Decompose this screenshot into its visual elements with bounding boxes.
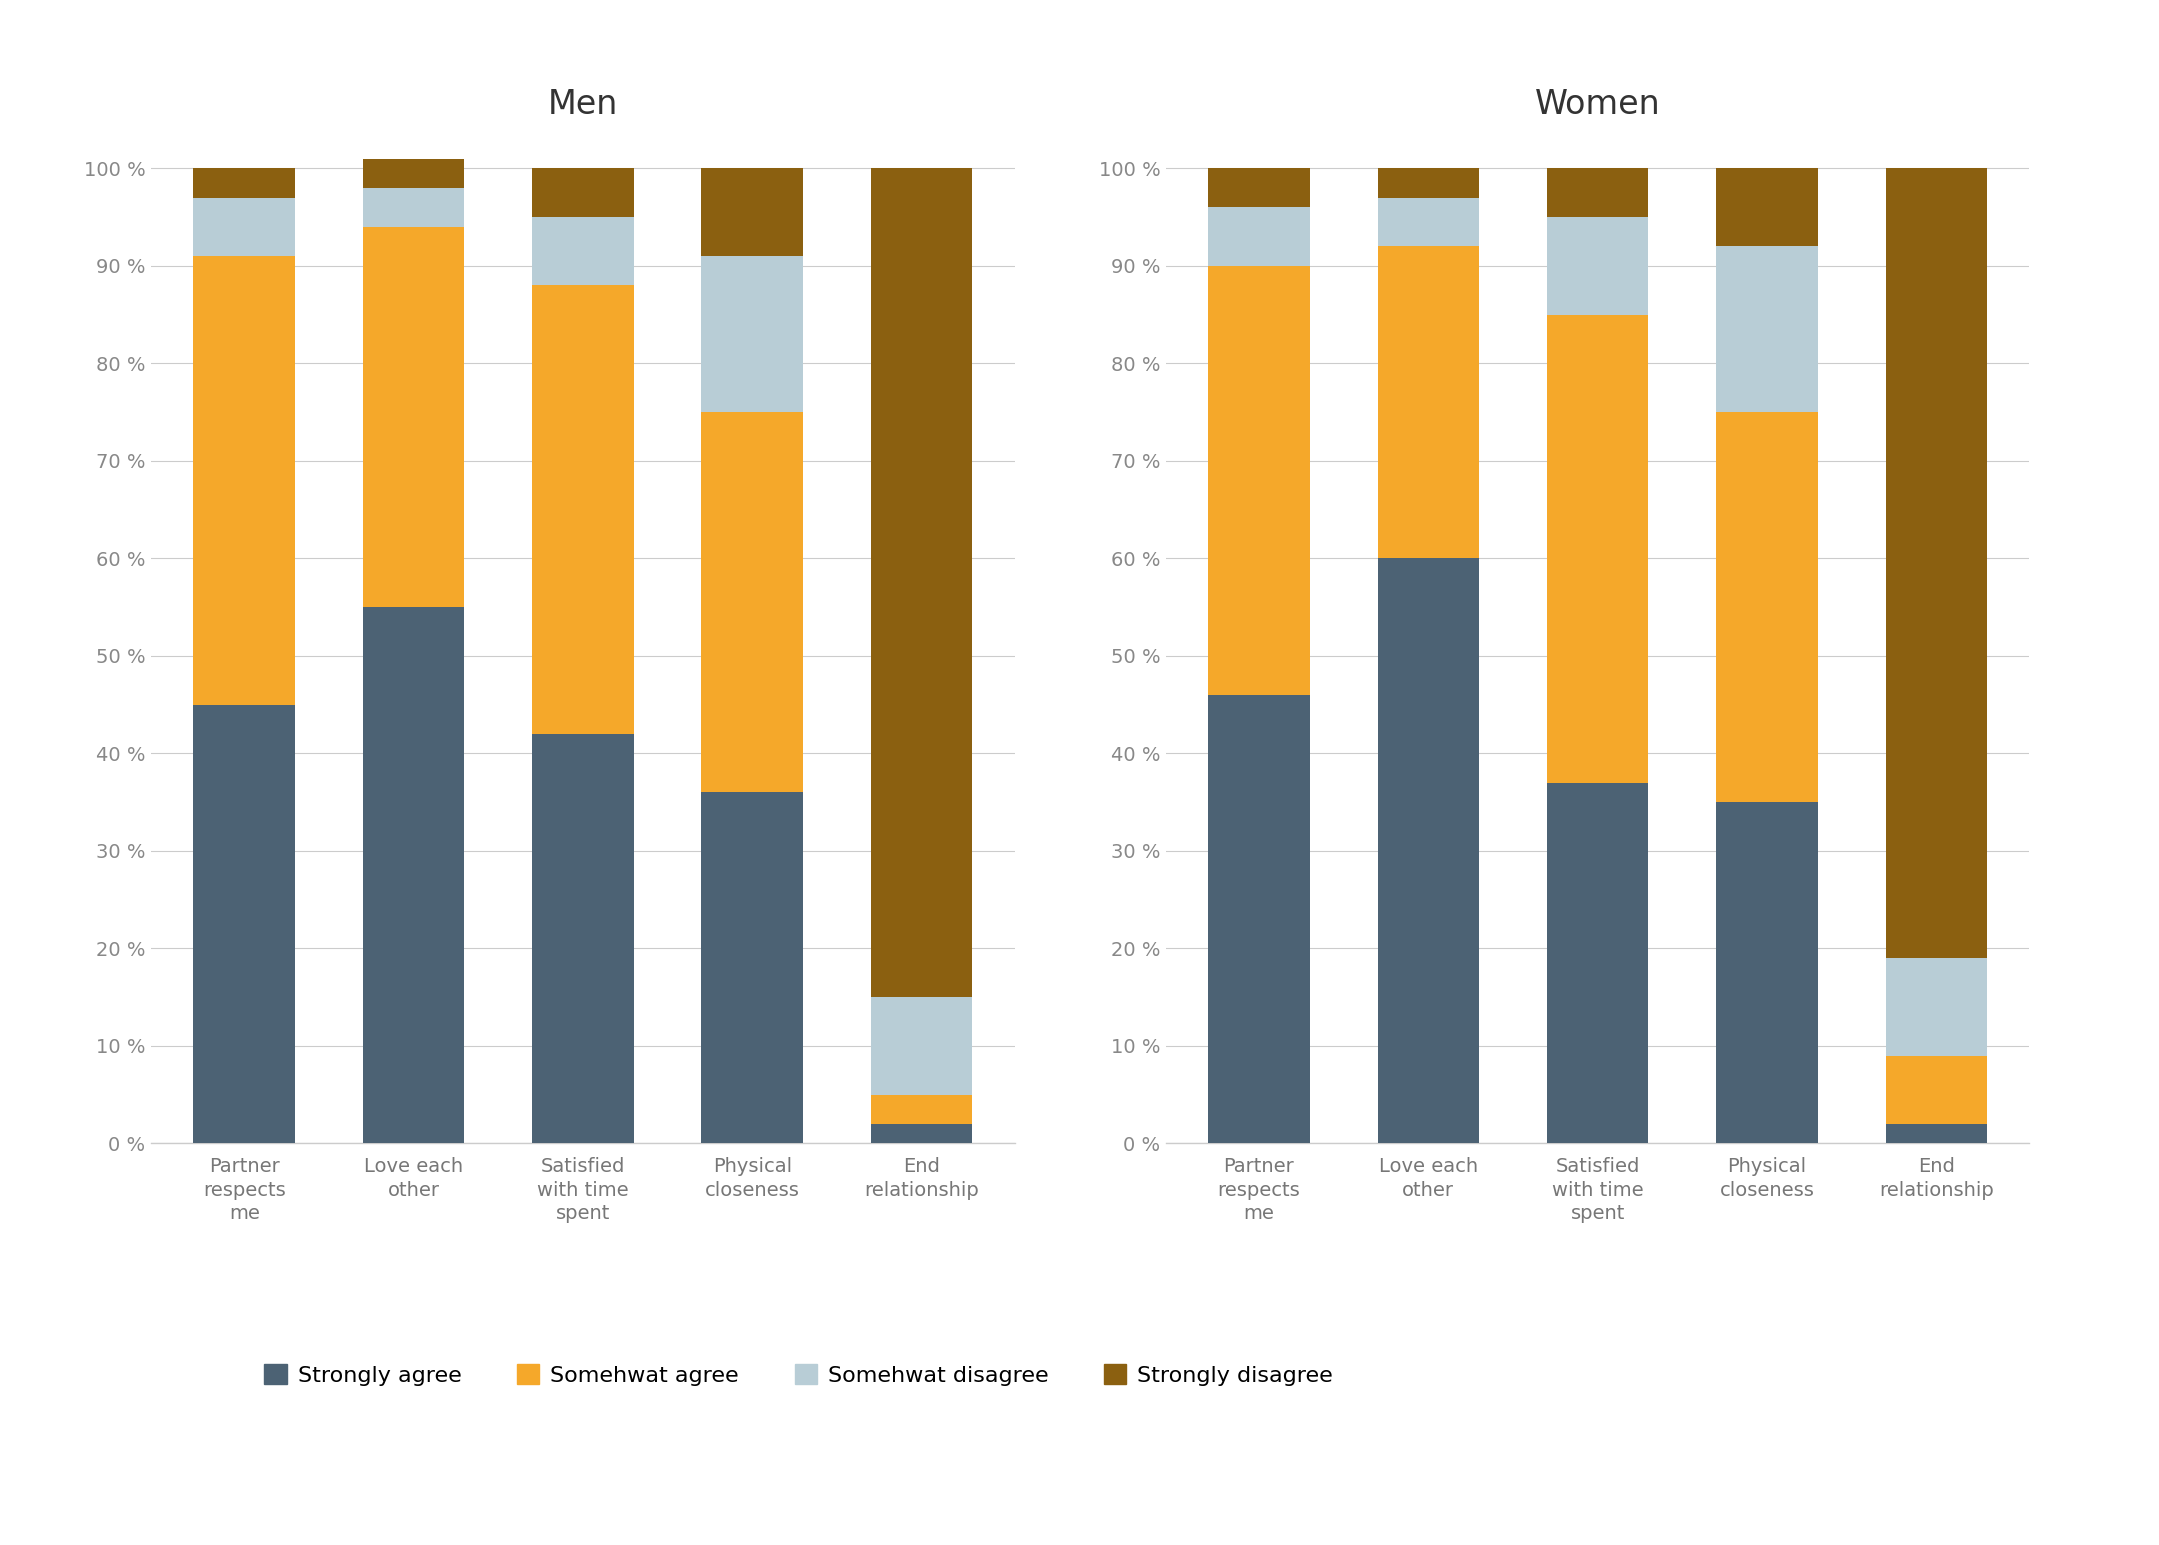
- Bar: [1377, 198, 1479, 246]
- Bar: [1716, 802, 1818, 1143]
- Bar: [870, 997, 972, 1094]
- Bar: [870, 1094, 972, 1123]
- Bar: [531, 286, 635, 734]
- Bar: [1546, 168, 1649, 216]
- Bar: [1885, 168, 1986, 958]
- Bar: [1209, 695, 1311, 1143]
- Bar: [1209, 266, 1311, 695]
- Bar: [870, 1123, 972, 1143]
- Bar: [363, 159, 464, 188]
- Bar: [1546, 315, 1649, 783]
- Title: Men: Men: [548, 88, 617, 121]
- Bar: [531, 734, 635, 1143]
- Bar: [1885, 1055, 1986, 1123]
- Legend: Strongly agree, Somehwat agree, Somehwat disagree, Strongly disagree: Strongly agree, Somehwat agree, Somehwat…: [255, 1355, 1343, 1395]
- Bar: [1885, 1123, 1986, 1143]
- Bar: [1377, 246, 1479, 558]
- Bar: [702, 793, 803, 1143]
- Bar: [1716, 168, 1818, 246]
- Bar: [194, 705, 296, 1143]
- Bar: [1209, 168, 1311, 207]
- Bar: [1716, 413, 1818, 802]
- Bar: [363, 227, 464, 607]
- Bar: [1716, 246, 1818, 413]
- Bar: [1377, 168, 1479, 198]
- Bar: [363, 188, 464, 227]
- Bar: [194, 168, 296, 198]
- Bar: [194, 256, 296, 705]
- Bar: [1885, 958, 1986, 1055]
- Bar: [1377, 558, 1479, 1143]
- Bar: [702, 256, 803, 413]
- Bar: [870, 168, 972, 997]
- Bar: [1546, 783, 1649, 1143]
- Bar: [531, 168, 635, 216]
- Bar: [1546, 216, 1649, 315]
- Bar: [194, 198, 296, 256]
- Bar: [531, 216, 635, 286]
- Bar: [1209, 207, 1311, 266]
- Bar: [702, 168, 803, 256]
- Bar: [363, 607, 464, 1143]
- Title: Women: Women: [1535, 88, 1660, 121]
- Bar: [702, 413, 803, 793]
